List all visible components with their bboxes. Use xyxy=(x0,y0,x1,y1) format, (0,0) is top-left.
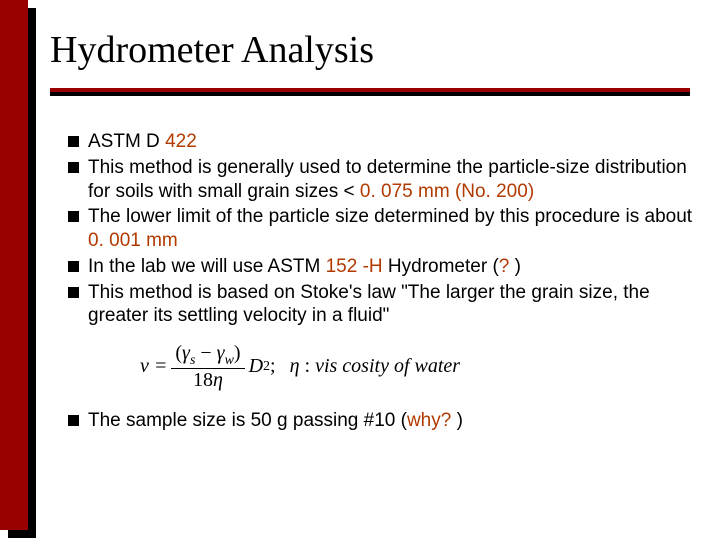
formula-denominator: 18η xyxy=(189,369,227,391)
bullet-text: Hydrometer ( xyxy=(388,256,499,277)
formula: v = (γs − γw) 18η D2; η : vis cosity of … xyxy=(140,342,700,391)
bullet-text: The sample size is 50 g passing #10 ( xyxy=(88,410,407,431)
bullet-accent: 422 xyxy=(165,131,197,152)
title-rule-bar xyxy=(50,88,690,92)
bullet-text: ) xyxy=(457,410,463,431)
formula-D: D xyxy=(249,355,263,378)
bullet-accent: why? xyxy=(407,410,457,431)
list-item: This method is generally used to determi… xyxy=(68,156,700,204)
formula-fraction: (γs − γw) 18η xyxy=(171,342,244,391)
bullet-text: ) xyxy=(515,256,521,277)
formula-numerator: (γs − γw) xyxy=(171,342,244,368)
bullet-list-bottom: The sample size is 50 g passing #10 (why… xyxy=(50,409,700,433)
formula-lhs: v = xyxy=(140,355,167,378)
bullet-accent: 152 -H xyxy=(326,256,388,277)
list-item: ASTM D 422 xyxy=(68,130,700,154)
bullet-accent: 0. 001 mm xyxy=(88,230,178,251)
bullet-text: ASTM D xyxy=(88,131,165,152)
bullet-accent: 0. 075 mm (No. 200) xyxy=(360,181,534,202)
list-item: The sample size is 50 g passing #10 (why… xyxy=(68,409,700,433)
formula-eq: v = (γs − γw) 18η D2; xyxy=(140,342,276,391)
slide-content: Hydrometer Analysis ASTM D 422 This meth… xyxy=(50,28,700,435)
sidebar-accent xyxy=(0,0,28,530)
bullet-text: The lower limit of the particle size det… xyxy=(88,206,692,227)
formula-note: η : vis cosity of water xyxy=(290,355,460,378)
list-item: This method is based on Stoke's law "The… xyxy=(68,281,700,329)
bullet-list-top: ASTM D 422 This method is generally used… xyxy=(50,130,700,328)
title-rule-shadow xyxy=(50,92,690,96)
title-rule xyxy=(50,88,700,96)
bullet-text: This method is based on Stoke's law "The… xyxy=(88,282,650,327)
list-item: The lower limit of the particle size det… xyxy=(68,205,700,253)
page-title: Hydrometer Analysis xyxy=(50,28,700,72)
list-item: In the lab we will use ASTM 152 -H Hydro… xyxy=(68,255,700,279)
bullet-accent: ? xyxy=(499,256,515,277)
bullet-text: In the lab we will use ASTM xyxy=(88,256,326,277)
formula-semicolon: ; xyxy=(270,355,276,378)
formula-D-exp: 2 xyxy=(263,359,270,375)
